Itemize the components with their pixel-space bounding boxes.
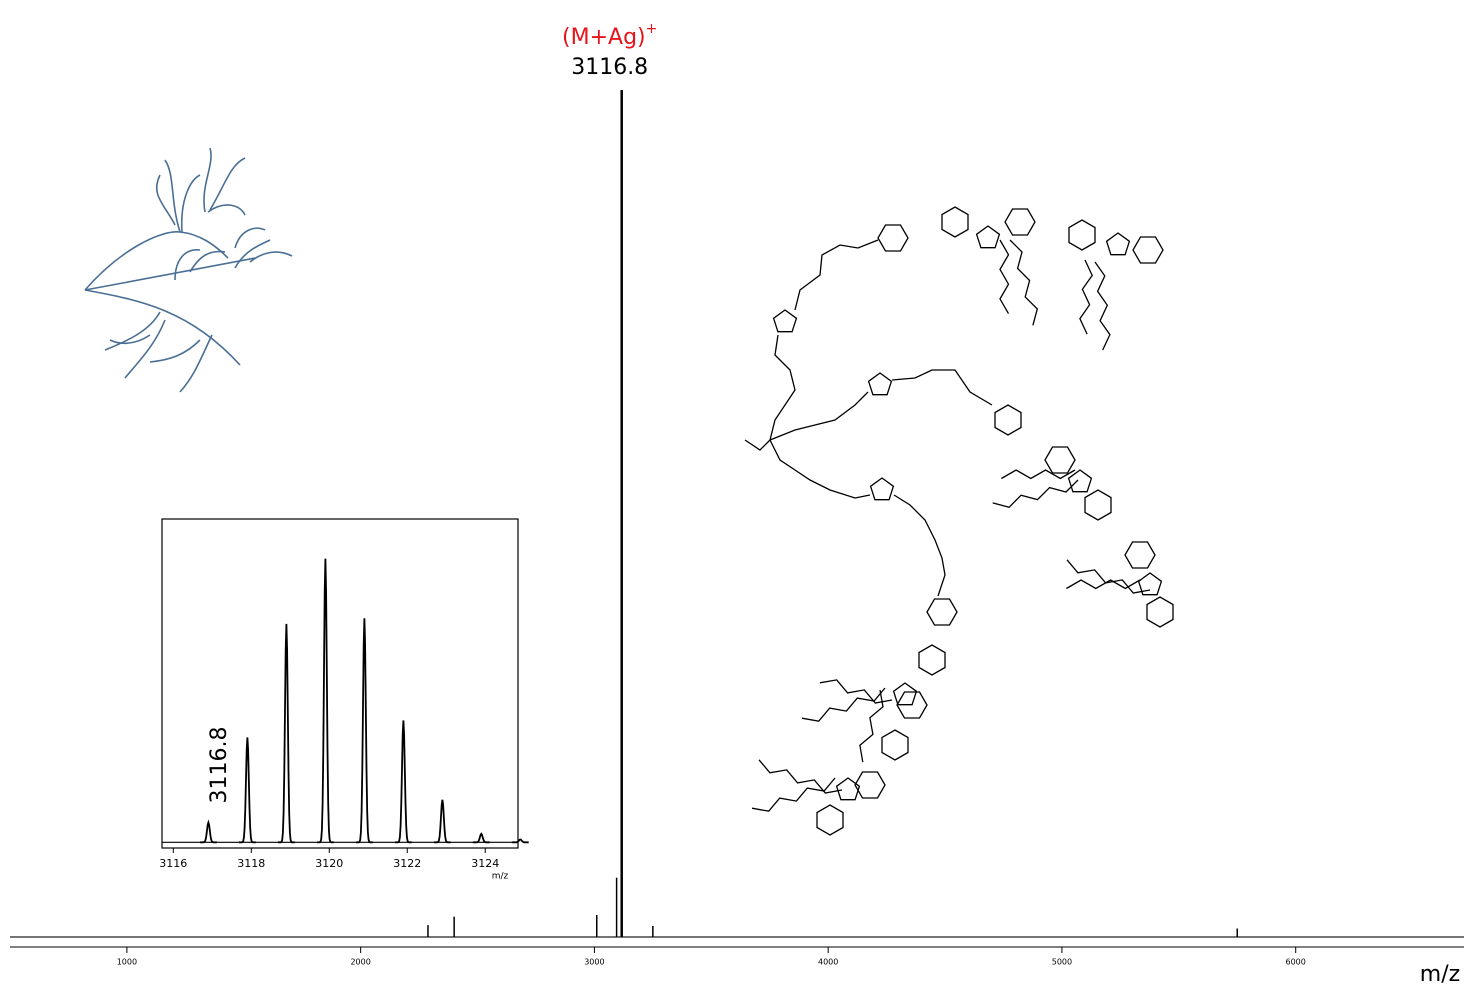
sketch-line xyxy=(164,159,181,233)
sketch-line xyxy=(180,174,201,233)
ring xyxy=(975,225,1001,249)
ring xyxy=(1124,541,1156,569)
chain xyxy=(1009,239,1039,326)
bond xyxy=(769,439,871,499)
bond xyxy=(893,494,946,597)
chain xyxy=(819,679,893,704)
sketch-line xyxy=(155,174,176,226)
sketch-line xyxy=(209,157,246,211)
chemical-structure xyxy=(744,206,1174,836)
isotope-peak xyxy=(472,832,490,844)
bond xyxy=(794,239,879,311)
bond xyxy=(769,391,869,441)
ring xyxy=(1044,446,1076,474)
x-tick-label: 3124 xyxy=(471,857,499,870)
isotope-peak xyxy=(434,799,451,844)
sketch-line xyxy=(84,257,256,291)
ring xyxy=(854,771,886,799)
sketch-line xyxy=(249,251,293,263)
x-tick-label: 3000 xyxy=(584,958,604,967)
inset-frame xyxy=(161,518,519,849)
chain xyxy=(1001,469,1076,480)
ring xyxy=(941,206,969,238)
x-tick-label: 1000 xyxy=(117,958,137,967)
x-axis-label: m/z xyxy=(1420,962,1460,987)
ring xyxy=(877,224,909,252)
ring xyxy=(835,777,861,801)
ring xyxy=(881,729,909,761)
sketch-line xyxy=(84,231,229,291)
ring xyxy=(867,372,893,396)
chain xyxy=(859,689,884,763)
bond xyxy=(744,334,796,451)
chain xyxy=(751,777,836,812)
chain xyxy=(758,759,843,794)
sketch-line xyxy=(174,249,201,281)
isotope-peak xyxy=(200,819,217,844)
ring xyxy=(926,598,958,626)
x-tick-label: 3118 xyxy=(237,857,265,870)
sketch-line xyxy=(203,147,212,213)
ring xyxy=(1084,489,1112,521)
ring xyxy=(892,682,918,706)
sketch-line xyxy=(109,334,151,345)
ion-charge: + xyxy=(646,21,658,37)
bond xyxy=(891,369,993,406)
ring xyxy=(1004,208,1036,236)
sketch-line xyxy=(179,334,213,393)
chain xyxy=(999,239,1010,314)
sketch-line xyxy=(149,339,201,363)
sketch-line xyxy=(207,204,246,216)
sketch-line xyxy=(189,250,226,273)
ring xyxy=(869,477,895,501)
isotope-peak xyxy=(356,618,373,844)
chain xyxy=(1066,559,1151,594)
ring xyxy=(1137,572,1163,596)
ring xyxy=(1067,469,1093,493)
isotope-peak xyxy=(239,737,256,844)
ion-formula: (M+Ag) xyxy=(562,25,646,50)
ring xyxy=(1105,232,1131,256)
ring xyxy=(1146,596,1174,628)
x-axis-label: m/z xyxy=(492,872,509,882)
ring xyxy=(994,404,1022,436)
ring xyxy=(918,644,946,676)
ring xyxy=(1068,219,1096,251)
x-tick-label: 3120 xyxy=(315,857,343,870)
dendrimer-sketch xyxy=(84,147,293,393)
peak-label: 3116.8 xyxy=(571,55,648,80)
x-tick-label: 5000 xyxy=(1052,958,1072,967)
sketch-line xyxy=(234,239,271,269)
isotope-peak xyxy=(511,838,529,844)
ring xyxy=(772,309,798,333)
x-tick-label: 2000 xyxy=(350,958,370,967)
chain xyxy=(1094,261,1111,351)
x-tick-label: 4000 xyxy=(818,958,838,967)
chain xyxy=(992,479,1079,509)
x-tick-label: 3122 xyxy=(393,857,421,870)
isotope-peak xyxy=(395,720,412,844)
ring xyxy=(816,804,844,836)
peak-label: 3116.8 xyxy=(207,727,232,804)
ion-label: (M+Ag)+ xyxy=(562,21,657,50)
sketch-line xyxy=(124,319,166,379)
x-tick-label: 3116 xyxy=(159,857,187,870)
ring xyxy=(896,691,928,719)
chain xyxy=(1079,259,1093,335)
ring xyxy=(1132,236,1164,264)
isotope-peak xyxy=(278,623,295,844)
isotope-peak xyxy=(317,558,334,844)
sketch-line xyxy=(84,289,241,366)
x-tick-label: 6000 xyxy=(1286,958,1306,967)
sketch-line xyxy=(234,227,266,249)
sketch-line xyxy=(104,311,161,351)
